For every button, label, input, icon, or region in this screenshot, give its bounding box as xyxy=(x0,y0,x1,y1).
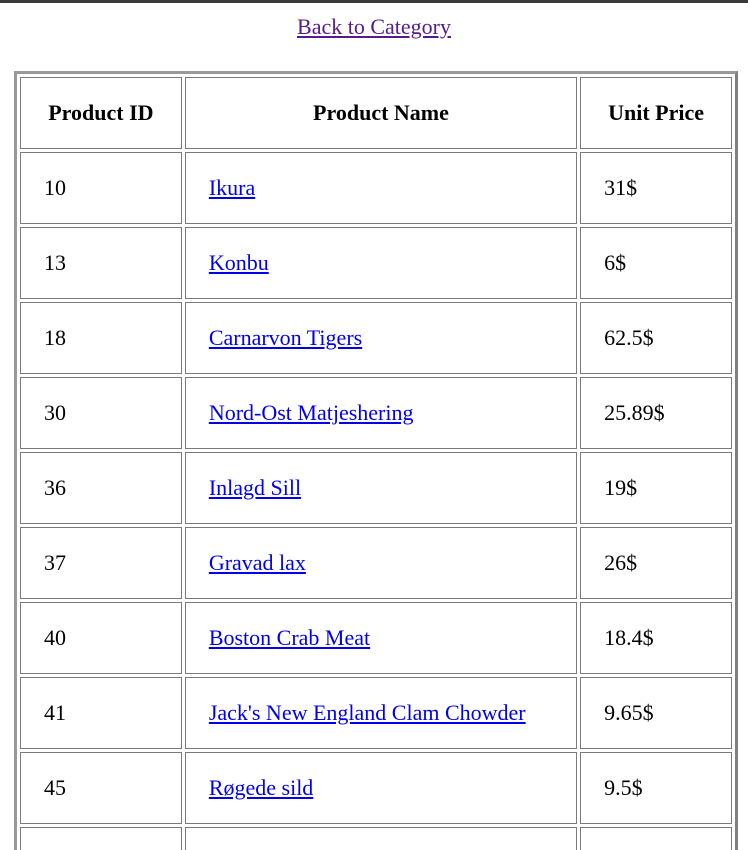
unit-price-cell: 62.5$ xyxy=(580,302,732,374)
product-name-cell: Nord-Ost Matjeshering xyxy=(184,377,578,449)
table-row: 36 Inlagd Sill 19$ xyxy=(20,452,732,524)
back-link-container: Back to Category xyxy=(0,14,748,40)
table-row: 45 Røgede sild 9.5$ xyxy=(20,752,732,824)
product-link[interactable]: Boston Crab Meat xyxy=(208,625,371,650)
product-id-cell: 40 xyxy=(20,602,182,674)
product-id-cell: 37 xyxy=(20,527,182,599)
table-row: 40 Boston Crab Meat 18.4$ xyxy=(20,602,732,674)
header-unit-price: Unit Price xyxy=(580,77,732,149)
unit-price-cell xyxy=(580,827,732,850)
table-row: 37 Gravad lax 26$ xyxy=(20,527,732,599)
unit-price-cell: 19$ xyxy=(580,452,732,524)
product-id-cell: 41 xyxy=(20,677,182,749)
unit-price-cell: 9.65$ xyxy=(580,677,732,749)
product-id-cell: 45 xyxy=(20,752,182,824)
table-header-row: Product ID Product Name Unit Price xyxy=(20,77,732,149)
table-row: 18 Carnarvon Tigers 62.5$ xyxy=(20,302,732,374)
product-link[interactable]: Jack's New England Clam Chowder xyxy=(208,700,526,725)
product-link[interactable]: Nord-Ost Matjeshering xyxy=(208,400,414,425)
table-row: 30 Nord-Ost Matjeshering 25.89$ xyxy=(20,377,732,449)
product-link[interactable]: Røgede sild xyxy=(208,775,314,800)
product-name-cell: Inlagd Sill xyxy=(184,452,578,524)
header-product-name: Product Name xyxy=(184,77,578,149)
top-divider xyxy=(0,0,748,3)
products-table: Product ID Product Name Unit Price 10 Ik… xyxy=(14,71,738,850)
table-row xyxy=(20,827,732,850)
product-name-cell: Ikura xyxy=(184,152,578,224)
product-id-cell: 10 xyxy=(20,152,182,224)
product-link[interactable]: Konbu xyxy=(208,250,269,275)
unit-price-cell: 25.89$ xyxy=(580,377,732,449)
unit-price-cell: 9.5$ xyxy=(580,752,732,824)
header-product-id: Product ID xyxy=(20,77,182,149)
product-link[interactable]: Gravad lax xyxy=(208,550,306,575)
product-link[interactable]: Carnarvon Tigers xyxy=(208,325,363,350)
product-id-cell: 30 xyxy=(20,377,182,449)
product-id-cell xyxy=(20,827,182,850)
product-name-cell xyxy=(184,827,578,850)
product-link[interactable]: Ikura xyxy=(208,175,256,200)
table-row: 13 Konbu 6$ xyxy=(20,227,732,299)
product-id-cell: 36 xyxy=(20,452,182,524)
table-row: 10 Ikura 31$ xyxy=(20,152,732,224)
products-table-container: Product ID Product Name Unit Price 10 Ik… xyxy=(14,71,738,850)
table-row: 41 Jack's New England Clam Chowder 9.65$ xyxy=(20,677,732,749)
product-name-cell: Boston Crab Meat xyxy=(184,602,578,674)
product-name-cell: Konbu xyxy=(184,227,578,299)
product-name-cell: Carnarvon Tigers xyxy=(184,302,578,374)
unit-price-cell: 26$ xyxy=(580,527,732,599)
back-to-category-link[interactable]: Back to Category xyxy=(297,14,451,39)
unit-price-cell: 31$ xyxy=(580,152,732,224)
product-link[interactable]: Inlagd Sill xyxy=(208,475,302,500)
unit-price-cell: 18.4$ xyxy=(580,602,732,674)
unit-price-cell: 6$ xyxy=(580,227,732,299)
product-name-cell: Gravad lax xyxy=(184,527,578,599)
product-name-cell: Jack's New England Clam Chowder xyxy=(184,677,578,749)
product-id-cell: 18 xyxy=(20,302,182,374)
product-name-cell: Røgede sild xyxy=(184,752,578,824)
product-id-cell: 13 xyxy=(20,227,182,299)
